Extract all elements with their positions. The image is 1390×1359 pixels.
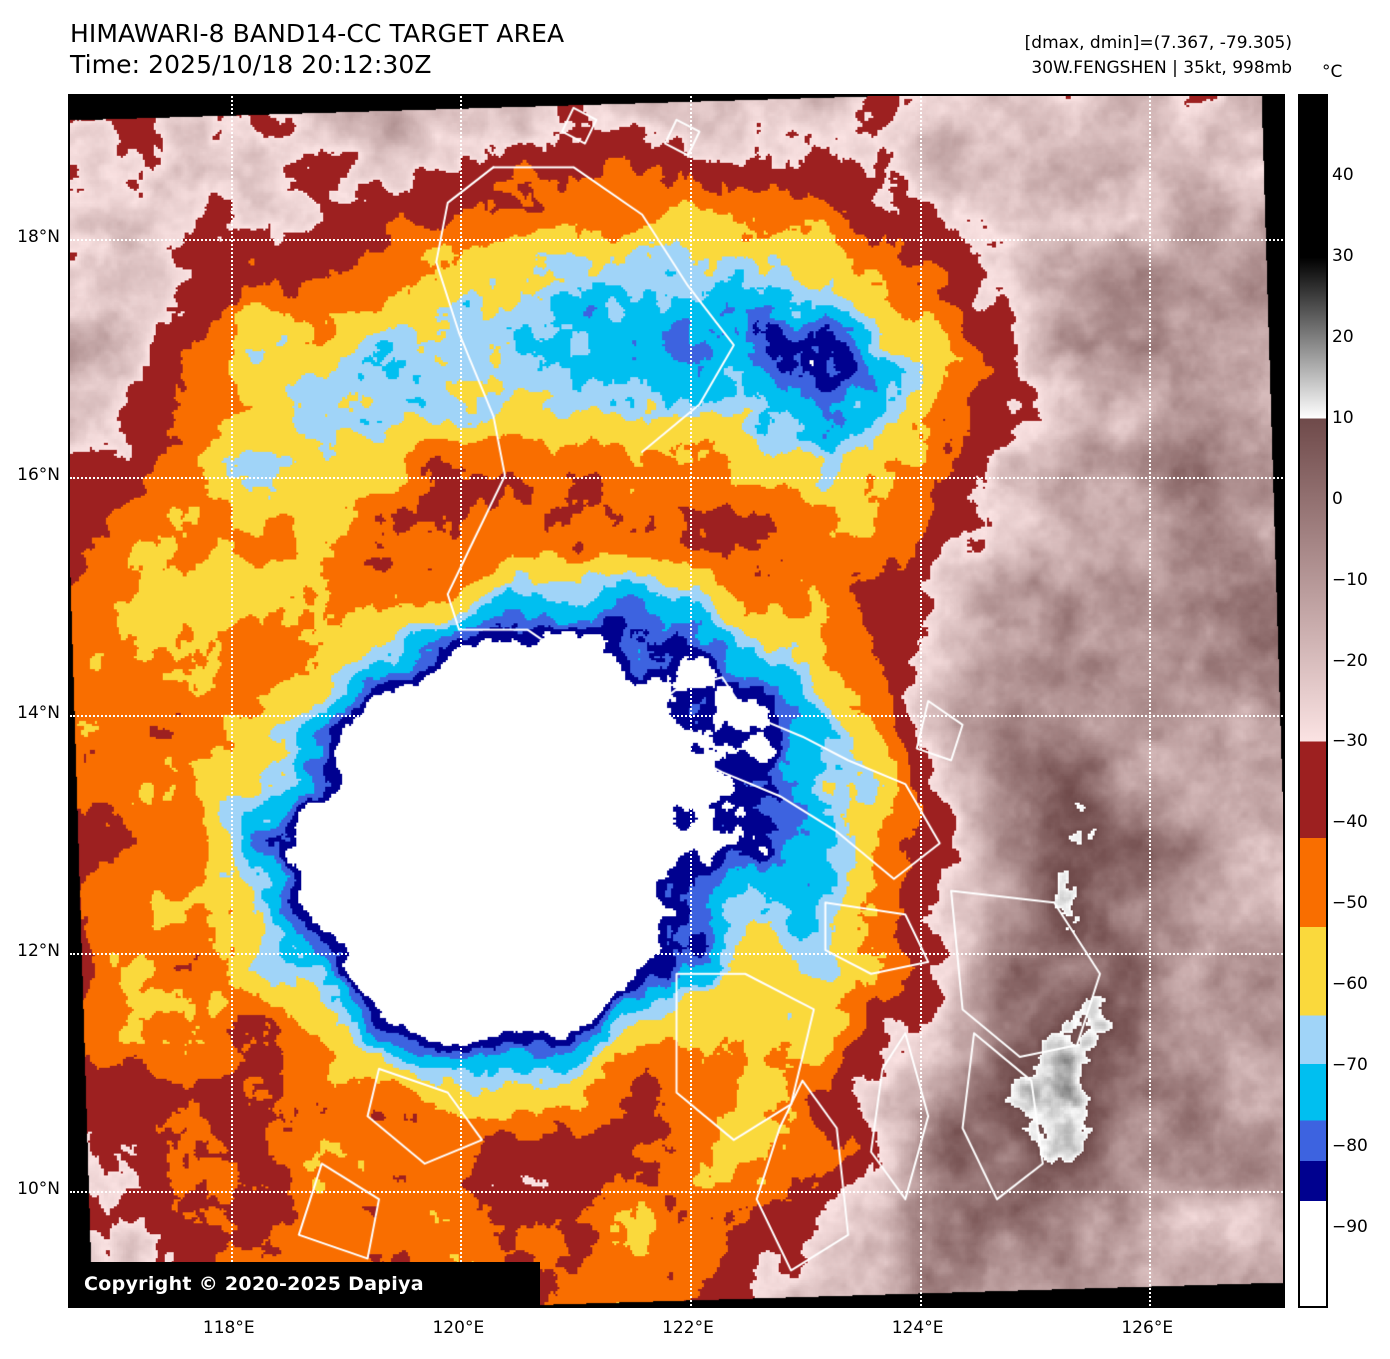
colorbar-gradient <box>1300 96 1326 1306</box>
colorbar-tick--80: −80 <box>1332 1136 1368 1157</box>
title-line-2: Time: 2025/10/18 20:12:30Z <box>70 50 432 79</box>
lon-tick-122: 122°E <box>662 1318 714 1338</box>
colorbar-tick-30: 30 <box>1332 245 1354 266</box>
lat-tick-12: 12°N <box>17 940 60 961</box>
colorbar-tick--20: −20 <box>1332 650 1368 671</box>
colorbar-tick-20: 20 <box>1332 326 1354 347</box>
colorbar-tick--40: −40 <box>1332 812 1368 833</box>
lon-tick-120: 120°E <box>432 1318 485 1338</box>
colorbar-tick--30: −30 <box>1332 731 1368 752</box>
colorbar-tick-0: 0 <box>1332 488 1343 509</box>
colorbar-unit-label: °C <box>1322 62 1343 82</box>
lon-tick-126: 126°E <box>1121 1318 1174 1338</box>
dmax-dmin-text: [dmax, dmin]=(7.367, -79.305) <box>1024 33 1292 53</box>
colorbar-tick--50: −50 <box>1332 893 1368 914</box>
temperature-colorbar[interactable] <box>1298 94 1328 1308</box>
copyright-text: Copyright © 2020-2025 Dapiya <box>84 1273 424 1295</box>
colorbar-tick-40: 40 <box>1332 164 1354 185</box>
satellite-image-plot[interactable]: Copyright © 2020-2025 Dapiya <box>68 94 1285 1308</box>
metadata-block: [dmax, dmin]=(7.367, -79.305) 30W.FENGSH… <box>1025 31 1292 81</box>
lon-tick-124: 124°E <box>891 1318 944 1338</box>
colorbar-tick--70: −70 <box>1332 1055 1368 1076</box>
colorbar-tick-10: 10 <box>1332 407 1354 428</box>
lat-tick-16: 16°N <box>17 464 60 485</box>
colorbar-tick--60: −60 <box>1332 974 1368 995</box>
title-line-1: HIMAWARI-8 BAND14-CC TARGET AREA <box>70 19 565 48</box>
lat-tick-10: 10°N <box>17 1178 60 1199</box>
lat-tick-14: 14°N <box>17 702 60 723</box>
colorbar-tick--10: −10 <box>1332 569 1368 590</box>
satellite-imagery-canvas <box>70 96 1283 1306</box>
copyright-banner: Copyright © 2020-2025 Dapiya <box>70 1262 540 1306</box>
page-title: HIMAWARI-8 BAND14-CC TARGET AREA Time: 2… <box>70 18 564 80</box>
lat-tick-18: 18°N <box>17 226 60 247</box>
colorbar-tick--90: −90 <box>1332 1217 1368 1238</box>
storm-info-text: 30W.FENGSHEN | 35kt, 998mb <box>1031 58 1292 78</box>
lon-tick-118: 118°E <box>202 1318 255 1338</box>
